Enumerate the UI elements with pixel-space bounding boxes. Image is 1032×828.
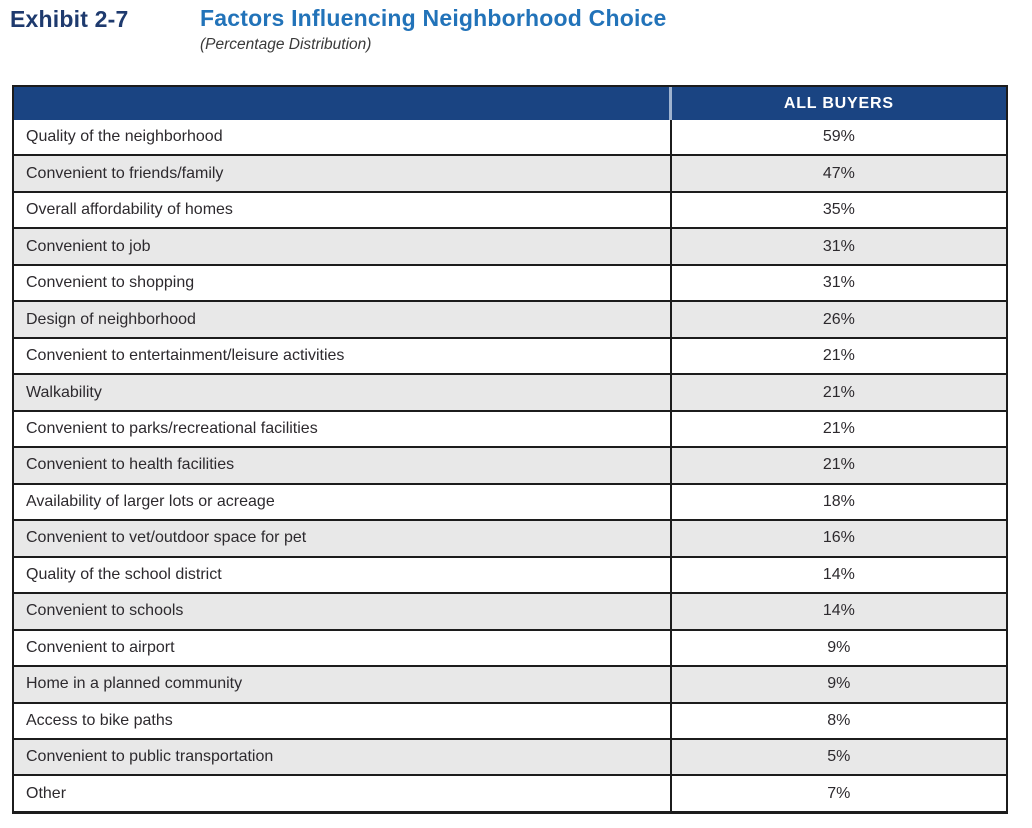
table-row: Overall affordability of homes 35%	[14, 190, 1006, 228]
table-row: Convenient to entertainment/leisure acti…	[14, 336, 1006, 374]
table-row: Design of neighborhood 26%	[14, 300, 1006, 337]
factor-label: Convenient to public transportation	[14, 739, 672, 775]
factor-value: 31%	[822, 237, 855, 255]
table-row: Quality of the neighborhood 59%	[14, 120, 1006, 155]
factor-value: 59%	[822, 128, 855, 146]
factor-label: Availability of larger lots or acreage	[14, 484, 672, 520]
table-row: Convenient to vet/outdoor space for pet …	[14, 519, 1006, 556]
factor-label: Quality of the neighborhood	[14, 120, 672, 155]
table-row: Convenient to airport 9%	[14, 628, 1006, 666]
factor-value: 5%	[827, 748, 851, 766]
factor-value: 21%	[822, 347, 855, 365]
factor-label: Walkability	[14, 375, 672, 410]
factor-value: 21%	[822, 456, 855, 474]
table-row: Convenient to schools 14%	[14, 592, 1006, 629]
factor-value: 18%	[822, 492, 855, 510]
factor-label: Convenient to job	[14, 229, 672, 264]
factor-value: 14%	[822, 565, 855, 583]
factor-label: Convenient to airport	[14, 630, 672, 666]
factor-label: Access to bike paths	[14, 703, 672, 738]
exhibit-header: Exhibit 2-7 Factors Influencing Neighbor…	[10, 5, 667, 54]
exhibit-number-label: Exhibit 2-7	[10, 6, 129, 32]
table-row: Quality of the school district 14%	[14, 555, 1006, 593]
factor-value: 14%	[822, 602, 855, 620]
factor-value: 9%	[827, 675, 851, 693]
factor-value: 35%	[822, 201, 855, 219]
factor-value: 26%	[822, 310, 855, 328]
table-row: Convenient to public transportation 5%	[14, 737, 1006, 775]
table-row: Convenient to friends/family 47%	[14, 154, 1006, 191]
factor-label: Convenient to schools	[14, 594, 672, 629]
table-body: Quality of the neighborhood 59% Convenie…	[14, 120, 1006, 811]
table-header-row: ALL BUYERS	[14, 87, 1006, 120]
factor-label: Convenient to health facilities	[14, 448, 672, 483]
exhibit-subtitle: (Percentage Distribution)	[200, 36, 372, 54]
table-row: Convenient to shopping 31%	[14, 263, 1006, 301]
factors-table: ALL BUYERS Quality of the neighborhood 5…	[12, 85, 1008, 814]
factor-value: 21%	[822, 419, 855, 437]
factor-label: Other	[14, 776, 672, 811]
table-row: Access to bike paths 8%	[14, 701, 1006, 738]
factor-value: 31%	[822, 274, 855, 292]
factor-value: 21%	[822, 383, 855, 401]
table-row: Availability of larger lots or acreage 1…	[14, 482, 1006, 520]
factor-label: Convenient to parks/recreational facilit…	[14, 411, 672, 447]
factor-label: Quality of the school district	[14, 557, 672, 593]
factor-label: Convenient to shopping	[14, 265, 672, 301]
table-row: Other 7%	[14, 774, 1006, 811]
factor-value: 9%	[827, 638, 851, 656]
factor-column-header-empty	[14, 87, 672, 120]
factor-value: 47%	[822, 164, 855, 182]
all-buyers-column-header: ALL BUYERS	[783, 94, 894, 112]
factor-label: Convenient to entertainment/leisure acti…	[14, 338, 672, 374]
factor-value: 8%	[827, 711, 851, 729]
table-row: Convenient to parks/recreational facilit…	[14, 409, 1006, 447]
table-row: Convenient to health facilities 21%	[14, 446, 1006, 483]
factor-label: Design of neighborhood	[14, 302, 672, 337]
factor-value: 7%	[827, 784, 851, 802]
factor-value: 16%	[822, 529, 855, 547]
factor-label: Convenient to vet/outdoor space for pet	[14, 521, 672, 556]
factor-label: Convenient to friends/family	[14, 156, 672, 191]
title-block: Factors Influencing Neighborhood Choice …	[200, 5, 667, 54]
exhibit-title: Factors Influencing Neighborhood Choice	[200, 5, 667, 31]
factor-label: Home in a planned community	[14, 667, 672, 702]
table-row: Walkability 21%	[14, 373, 1006, 410]
factor-label: Overall affordability of homes	[14, 192, 672, 228]
table-row: Convenient to job 31%	[14, 227, 1006, 264]
table-row: Home in a planned community 9%	[14, 665, 1006, 702]
